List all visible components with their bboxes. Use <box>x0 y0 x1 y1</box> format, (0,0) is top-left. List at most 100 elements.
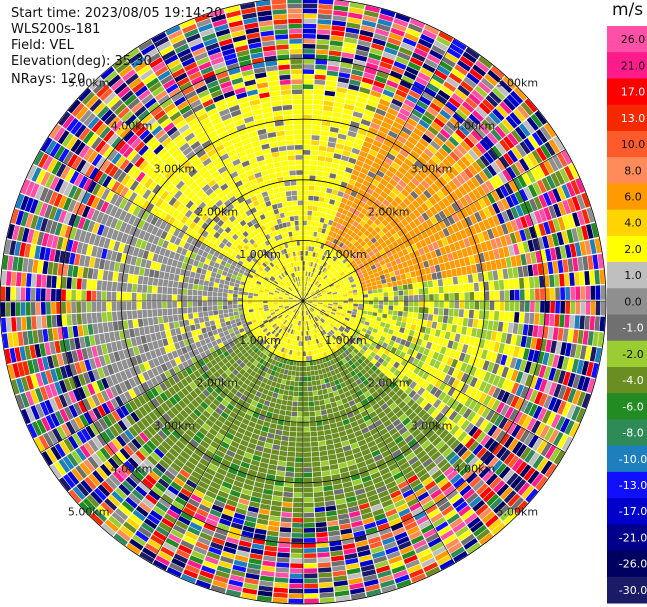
velocity-gate <box>263 447 272 454</box>
velocity-gate <box>306 304 310 309</box>
velocity-gate <box>369 274 375 279</box>
velocity-gate <box>364 275 370 281</box>
velocity-gate <box>482 271 489 282</box>
velocity-gate <box>508 278 515 290</box>
velocity-gate <box>308 325 311 331</box>
velocity-gate <box>152 559 168 571</box>
velocity-gate <box>185 429 195 438</box>
velocity-gate <box>320 404 326 411</box>
velocity-gate <box>303 114 312 120</box>
velocity-gate <box>385 112 396 121</box>
velocity-gate <box>428 335 435 343</box>
velocity-gate <box>307 381 312 387</box>
velocity-gate <box>318 297 323 300</box>
velocity-gate <box>520 102 534 116</box>
velocity-gate <box>495 430 506 443</box>
velocity-gate <box>401 188 410 197</box>
velocity-gate <box>407 61 421 71</box>
velocity-gate <box>296 361 300 367</box>
velocity-gate <box>331 560 345 567</box>
velocity-gate <box>304 321 306 326</box>
velocity-gate <box>376 485 387 494</box>
velocity-gate <box>422 500 435 510</box>
velocity-gate <box>359 123 370 131</box>
velocity-gate <box>161 474 173 485</box>
velocity-gate <box>378 296 384 301</box>
velocity-gate <box>328 50 342 57</box>
velocity-gate <box>306 293 310 298</box>
velocity-gate <box>402 417 411 426</box>
velocity-gate <box>443 308 449 316</box>
velocity-gate <box>412 539 427 550</box>
velocity-gate <box>326 75 338 82</box>
velocity-gate <box>454 259 461 268</box>
velocity-gate <box>315 410 322 416</box>
velocity-gate <box>574 272 580 286</box>
velocity-gate <box>308 301 313 302</box>
velocity-gate <box>289 349 293 355</box>
velocity-gate <box>310 290 314 295</box>
velocity-gate <box>452 379 460 389</box>
velocity-gate <box>374 75 387 84</box>
velocity-gate <box>296 320 299 326</box>
velocity-gate <box>523 432 535 446</box>
velocity-gate <box>472 444 484 456</box>
velocity-gate <box>492 214 501 226</box>
velocity-gate <box>424 301 429 308</box>
velocity-gate <box>420 33 435 44</box>
velocity-gate <box>383 327 389 333</box>
velocity-gate <box>390 522 404 532</box>
velocity-gate <box>359 319 365 325</box>
velocity-gate <box>310 283 314 289</box>
velocity-gate <box>471 346 479 357</box>
velocity-gate <box>158 497 171 509</box>
velocity-gate <box>312 461 321 467</box>
velocity-gate <box>416 396 425 405</box>
velocity-gate <box>370 237 377 244</box>
velocity-gate <box>202 423 211 432</box>
velocity-gate <box>434 213 443 223</box>
velocity-gate <box>472 479 485 492</box>
velocity-gate <box>336 87 348 94</box>
velocity-gate <box>338 298 343 301</box>
velocity-gate <box>388 148 399 157</box>
velocity-gate <box>339 282 345 287</box>
velocity-gate <box>328 331 334 336</box>
velocity-gate <box>556 231 565 246</box>
velocity-gate <box>514 126 527 140</box>
velocity-gate <box>385 223 393 231</box>
velocity-gate <box>319 191 326 198</box>
velocity-gate <box>474 126 486 138</box>
velocity-gate <box>408 390 417 399</box>
velocity-gate <box>347 347 353 353</box>
velocity-gate <box>433 307 439 315</box>
velocity-gate <box>377 399 386 407</box>
velocity-gate <box>376 280 382 285</box>
velocity-gate <box>492 87 506 101</box>
velocity-gate <box>348 7 364 15</box>
velocity-gate <box>228 428 237 436</box>
velocity-gate <box>354 181 362 189</box>
velocity-gate <box>368 149 378 157</box>
velocity-gate <box>306 315 309 321</box>
velocity-gate <box>456 267 462 276</box>
velocity-gate <box>324 161 332 168</box>
velocity-gate <box>585 301 591 315</box>
velocity-gate <box>595 285 601 300</box>
velocity-gate <box>286 456 295 462</box>
velocity-gate <box>360 240 367 247</box>
velocity-gate <box>286 322 291 327</box>
velocity-gate <box>491 227 500 238</box>
velocity-gate <box>441 270 448 279</box>
velocity-gate <box>356 418 365 425</box>
velocity-gate <box>579 241 587 256</box>
velocity-gate <box>303 99 313 105</box>
velocity-gate <box>366 314 372 319</box>
velocity-gate <box>376 565 391 574</box>
velocity-gate <box>394 117 406 126</box>
velocity-gate <box>399 80 412 90</box>
velocity-gate <box>435 248 442 257</box>
velocity-gate <box>355 268 361 274</box>
velocity-gate <box>404 470 416 480</box>
velocity-gate <box>285 466 295 472</box>
